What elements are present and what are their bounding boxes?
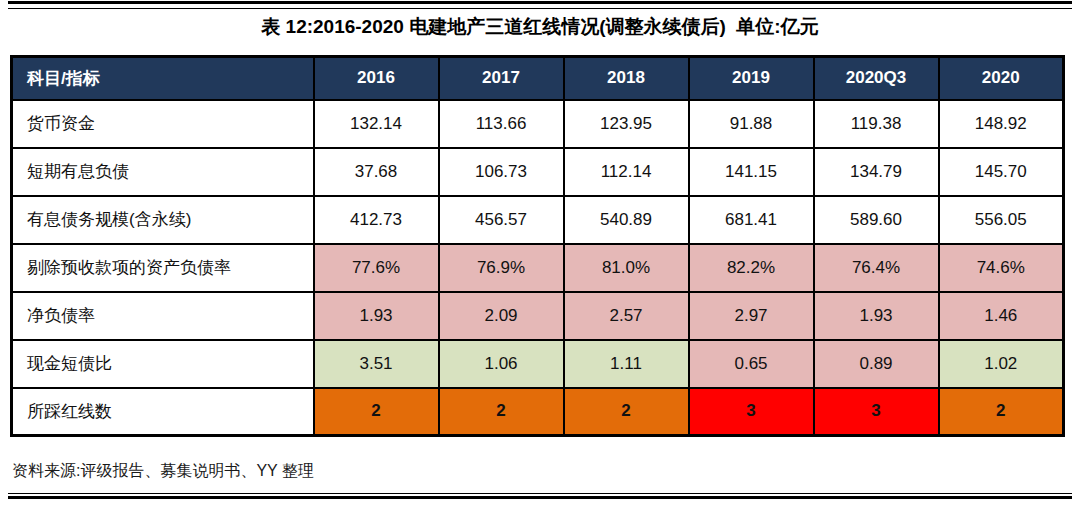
table-row: 有息债务规模(含永续)412.73456.57540.89681.41589.6… — [12, 196, 1064, 244]
header-cell-year: 2019 — [689, 57, 814, 100]
data-cell: 91.88 — [689, 100, 814, 148]
data-cell: 1.93 — [314, 292, 439, 340]
data-cell: 2 — [439, 388, 564, 436]
header-cell-label: 科目/指标 — [12, 57, 314, 100]
data-cell: 556.05 — [939, 196, 1064, 244]
data-cell: 2 — [314, 388, 439, 436]
header-cell-year: 2018 — [564, 57, 689, 100]
header-cell-year: 2017 — [439, 57, 564, 100]
table-row: 净负债率1.932.092.572.971.931.46 — [12, 292, 1064, 340]
data-cell: 132.14 — [314, 100, 439, 148]
top-rule — [8, 1, 1072, 9]
data-cell: 0.65 — [689, 340, 814, 388]
table-row: 短期有息负债37.68106.73112.14141.15134.79145.7… — [12, 148, 1064, 196]
row-label: 有息债务规模(含永续) — [12, 196, 314, 244]
table-container: 科目/指标20162017201820192020Q32020 货币资金132.… — [10, 55, 1065, 437]
row-label: 所踩红线数 — [12, 388, 314, 436]
data-cell: 1.02 — [939, 340, 1064, 388]
data-cell: 81.0% — [564, 244, 689, 292]
data-cell: 2 — [939, 388, 1064, 436]
data-cell: 2.09 — [439, 292, 564, 340]
data-cell: 3 — [814, 388, 939, 436]
data-cell: 112.14 — [564, 148, 689, 196]
bottom-rule — [8, 493, 1072, 499]
data-cell: 1.11 — [564, 340, 689, 388]
row-label: 净负债率 — [12, 292, 314, 340]
data-cell: 681.41 — [689, 196, 814, 244]
data-cell: 106.73 — [439, 148, 564, 196]
data-cell: 3 — [689, 388, 814, 436]
row-label: 现金短债比 — [12, 340, 314, 388]
header-row: 科目/指标20162017201820192020Q32020 — [12, 57, 1064, 100]
data-cell: 0.89 — [814, 340, 939, 388]
data-cell: 145.70 — [939, 148, 1064, 196]
data-cell: 1.93 — [814, 292, 939, 340]
data-cell: 3.51 — [314, 340, 439, 388]
table-row: 剔除预收款项的资产负债率77.6%76.9%81.0%82.2%76.4%74.… — [12, 244, 1064, 292]
data-cell: 456.57 — [439, 196, 564, 244]
data-cell: 2.57 — [564, 292, 689, 340]
data-cell: 134.79 — [814, 148, 939, 196]
table-title: 表 12:2016-2020 电建地产三道红线情况(调整永续债后) 单位:亿元 — [0, 14, 1080, 40]
table-row: 货币资金132.14113.66123.9591.88119.38148.92 — [12, 100, 1064, 148]
data-cell: 141.15 — [689, 148, 814, 196]
data-cell: 123.95 — [564, 100, 689, 148]
data-cell: 2 — [564, 388, 689, 436]
data-cell: 1.06 — [439, 340, 564, 388]
data-cell: 589.60 — [814, 196, 939, 244]
header-cell-year: 2020 — [939, 57, 1064, 100]
data-cell: 540.89 — [564, 196, 689, 244]
data-cell: 37.68 — [314, 148, 439, 196]
data-cell: 113.66 — [439, 100, 564, 148]
data-cell: 412.73 — [314, 196, 439, 244]
data-cell: 74.6% — [939, 244, 1064, 292]
bottom-rule-thick — [8, 496, 1072, 499]
row-label: 剔除预收款项的资产负债率 — [12, 244, 314, 292]
source-note: 资料来源:评级报告、募集说明书、YY 整理 — [12, 461, 314, 482]
top-rule-thick — [8, 1, 1072, 4]
table-row: 所踩红线数222332 — [12, 388, 1064, 436]
data-cell: 82.2% — [689, 244, 814, 292]
top-rule-thin — [8, 8, 1072, 9]
financial-table: 科目/指标20162017201820192020Q32020 货币资金132.… — [10, 55, 1065, 437]
table-row: 现金短债比3.511.061.110.650.891.02 — [12, 340, 1064, 388]
header-cell-year: 2016 — [314, 57, 439, 100]
data-cell: 2.97 — [689, 292, 814, 340]
data-cell: 76.4% — [814, 244, 939, 292]
data-cell: 1.46 — [939, 292, 1064, 340]
row-label: 货币资金 — [12, 100, 314, 148]
data-cell: 77.6% — [314, 244, 439, 292]
header-cell-year: 2020Q3 — [814, 57, 939, 100]
data-cell: 119.38 — [814, 100, 939, 148]
bottom-rule-thin — [8, 493, 1072, 494]
data-cell: 148.92 — [939, 100, 1064, 148]
data-cell: 76.9% — [439, 244, 564, 292]
row-label: 短期有息负债 — [12, 148, 314, 196]
